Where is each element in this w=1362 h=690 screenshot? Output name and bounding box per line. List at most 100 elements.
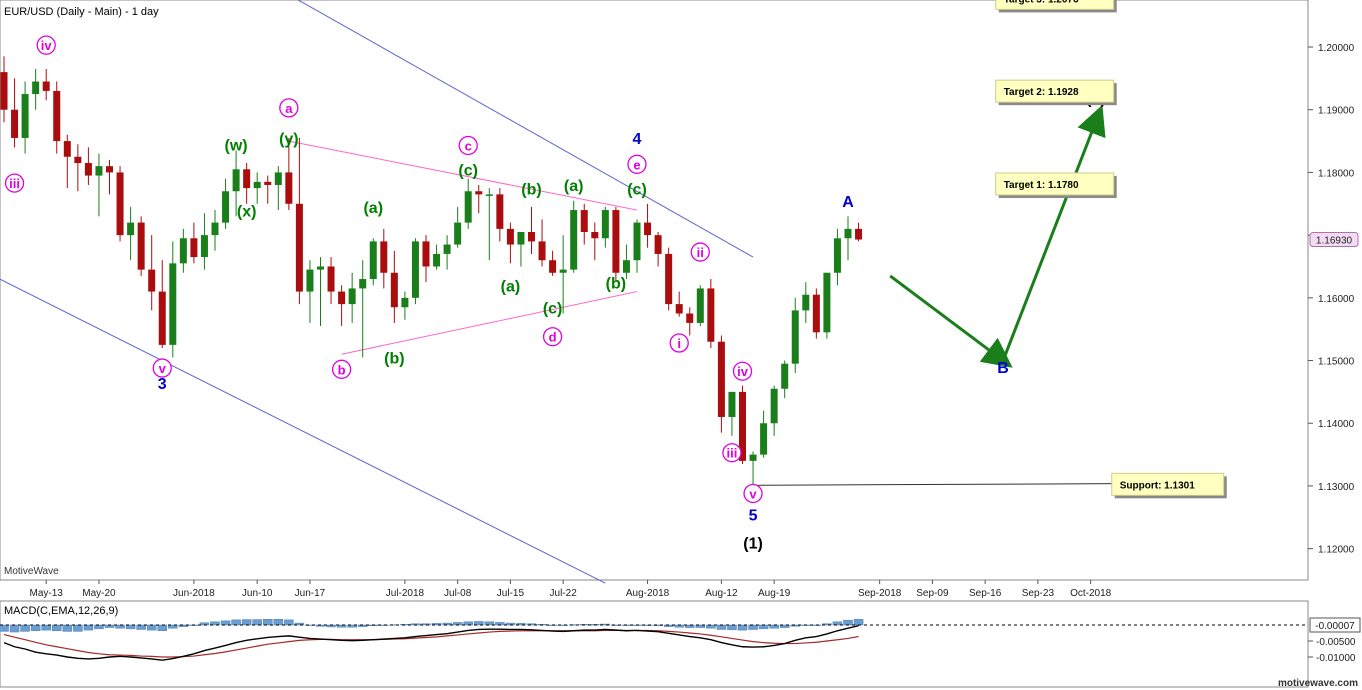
candle-body: [380, 241, 388, 273]
current-price-marker: 1.16930: [1309, 232, 1359, 248]
candle-body: [538, 241, 546, 261]
macd-lines: [0, 624, 1308, 661]
wave-label: a: [285, 101, 293, 116]
macd-tick-label: -0.00500: [1316, 637, 1356, 648]
candle-body: [21, 94, 29, 138]
macd-histogram-bar: [41, 624, 51, 631]
price-tick-label: 1.16000: [1318, 294, 1355, 305]
macd-histogram-bar: [62, 624, 73, 632]
candle-body: [823, 272, 831, 333]
macd-current-badge: [1309, 617, 1361, 633]
macd-line: [3, 624, 859, 661]
macd-histogram-bar: [727, 624, 737, 631]
candle-body: [696, 288, 704, 323]
macd-histogram-bar: [94, 624, 104, 630]
macd-histogram: [0, 618, 864, 633]
candle-body: [770, 388, 778, 424]
wave-label: iv: [737, 364, 749, 379]
x-tick-label: Aug-19: [758, 588, 791, 599]
candle-body: [243, 169, 251, 189]
candle-body: [116, 172, 124, 236]
candle-body: [127, 222, 135, 236]
candle-body: [707, 288, 715, 342]
candle-body: [84, 163, 92, 176]
candle-body: [169, 263, 177, 345]
candle-body: [422, 241, 430, 267]
x-tick-label: Sep-09: [916, 588, 949, 599]
candle-body: [327, 266, 335, 292]
wave-label: (a): [501, 279, 521, 296]
target-label: Target 3: 1.2076: [1004, 0, 1079, 5]
macd-histogram-bar: [220, 620, 231, 626]
candle-body: [158, 291, 166, 345]
candle-body: [0, 72, 8, 110]
macd-histogram-bar: [695, 624, 706, 628]
macd-histogram-bar: [716, 624, 727, 630]
wave-label-circle: [458, 135, 478, 156]
candle-body: [517, 232, 525, 245]
price-tick-label: 1.19000: [1318, 106, 1355, 117]
macd-histogram-bar: [284, 619, 294, 626]
wave-label: (c): [627, 181, 647, 198]
x-tick-label: Jul-22: [550, 588, 578, 599]
wave-label: iii: [727, 446, 738, 461]
candle-body: [295, 203, 303, 292]
wave-label: (b): [521, 181, 541, 198]
x-tick-label: Aug-12: [705, 588, 738, 599]
candle-body: [285, 172, 293, 204]
candle-body: [644, 222, 652, 236]
channel-line: [0, 278, 606, 584]
candle-body: [148, 269, 156, 292]
candle-body: [433, 253, 441, 267]
macd-tick-label: -0.01000: [1316, 653, 1356, 664]
candle-body: [190, 238, 198, 258]
candle-body: [686, 313, 694, 323]
candle-body: [591, 232, 599, 239]
wave-label: 5: [749, 507, 758, 524]
price-axis: 1.120001.130001.140001.150001.160001.170…: [1308, 43, 1355, 556]
target-box: [995, 0, 1115, 10]
x-tick-label: May-13: [30, 588, 64, 599]
target-label: Target 2: 1.1928: [1004, 87, 1079, 98]
macd-histogram-bar: [178, 624, 189, 627]
x-tick-label: May-20: [82, 588, 116, 599]
wave-label-circle: [669, 333, 689, 353]
wave-label: (c): [543, 301, 563, 318]
candle-body: [844, 228, 852, 239]
macd-signal-line: [3, 629, 859, 658]
wave-label: B: [997, 360, 1009, 377]
wave-label-circle: [542, 327, 563, 347]
candle-body: [855, 228, 863, 240]
wave-label: b: [338, 362, 346, 377]
wave-label: i: [677, 336, 681, 351]
support-level-line: [753, 482, 1154, 486]
candle-body: [728, 391, 736, 417]
candle-body: [95, 166, 103, 176]
candle-body: [11, 109, 19, 138]
macd-histogram-bar: [526, 623, 537, 626]
macd-current-label: -0.00007: [1315, 621, 1355, 632]
wave-label: (x): [237, 203, 257, 220]
candle-body: [338, 291, 346, 305]
wave-label: (y): [279, 131, 299, 148]
macd-histogram-bar: [516, 623, 526, 626]
candle-body: [306, 269, 314, 292]
macd-histogram-bar: [822, 623, 832, 626]
macd-panel-frame: [0, 600, 1309, 688]
wave-label: e: [633, 157, 640, 172]
wave-label: ii: [697, 245, 704, 260]
price-tick-label: 1.12000: [1318, 545, 1355, 556]
macd-histogram-bar: [241, 619, 252, 626]
candle-body: [496, 194, 504, 229]
x-tick-label: Jul-08: [444, 588, 472, 599]
target-label: Target 1: 1.1780: [1004, 180, 1079, 191]
wave-label: v: [749, 486, 757, 501]
x-tick-label: Sep-23: [1022, 588, 1055, 599]
candle-body: [622, 260, 630, 273]
candle-body: [222, 191, 230, 223]
candle-body: [802, 294, 810, 311]
macd-histogram-bar: [136, 624, 146, 630]
macd-histogram-bar: [73, 624, 83, 632]
target-boxes: Target 3: 1.2076 Target 2: 1.1928 Target 1…: [995, 0, 1227, 499]
